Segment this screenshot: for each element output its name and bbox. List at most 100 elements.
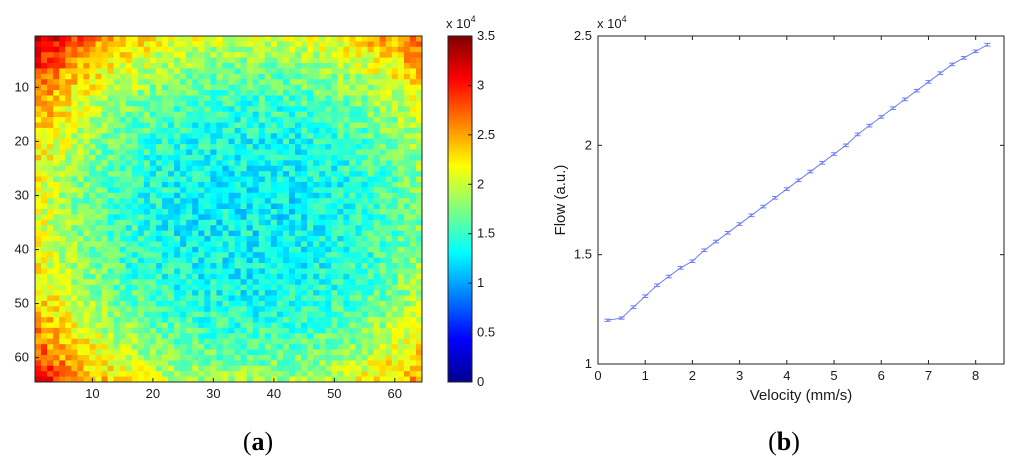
heatmap-cell: [313, 41, 320, 48]
heatmap-cell: [240, 311, 248, 318]
heatmap-cell: [313, 246, 320, 253]
heatmap-cell: [168, 106, 175, 113]
heatmap-cell: [71, 171, 78, 177]
heatmap-cell: [349, 327, 356, 334]
heatmap-cell: [53, 230, 60, 237]
heatmap-cell: [415, 311, 423, 318]
heatmap-cell: [403, 365, 411, 372]
heatmap-cell: [228, 268, 235, 275]
heatmap-cell: [391, 257, 399, 264]
heatmap-cell: [228, 57, 235, 64]
heatmap-cell: [71, 46, 78, 53]
heatmap-cell: [89, 106, 96, 113]
heatmap-cell: [35, 95, 42, 102]
heatmap-cell: [343, 203, 350, 210]
heatmap-cell: [186, 263, 193, 269]
heatmap-cell: [264, 90, 272, 96]
heatmap-cell: [319, 311, 326, 318]
heatmap-cell: [403, 90, 411, 96]
heatmap-cell: [95, 117, 102, 123]
heatmap-cell: [282, 327, 290, 334]
heatmap-cell: [186, 311, 193, 318]
heatmap-cell: [276, 73, 284, 80]
heatmap-cell: [234, 165, 241, 172]
heatmap-cell: [204, 138, 211, 145]
heatmap-cell: [319, 127, 326, 134]
heatmap-cell: [391, 111, 399, 118]
heatmap-cell: [41, 311, 48, 318]
heatmap-cell: [276, 225, 284, 232]
heatmap-cell: [89, 295, 96, 302]
heatmap-cell: [373, 95, 381, 102]
heatmap-cell: [210, 154, 217, 161]
heatmap-cell: [192, 284, 199, 291]
heatmap-cell: [222, 41, 229, 48]
heatmap-cell: [355, 133, 362, 140]
heatmap-cell: [95, 187, 102, 194]
heatmap-cell: [216, 181, 223, 188]
heatmap-cell: [101, 349, 108, 356]
heatmap-cell: [149, 133, 157, 140]
heatmap-cell: [409, 95, 417, 102]
heatmap-cell: [137, 263, 145, 269]
heatmap-cell: [276, 138, 284, 145]
heatmap-cell: [95, 311, 102, 318]
heatmap-cell: [301, 160, 308, 167]
heatmap-cell: [107, 73, 115, 80]
heatmap-cell: [89, 279, 96, 286]
heatmap-cell: [295, 322, 302, 329]
heatmap-cell: [35, 52, 42, 59]
heatmap-cell: [240, 52, 248, 59]
heatmap-cell: [216, 306, 223, 313]
heatmap-cell: [119, 209, 127, 215]
heatmap-cell: [149, 41, 157, 48]
heatmap-cell: [143, 36, 151, 42]
heatmap-cell: [77, 317, 84, 323]
heatmap-cell: [258, 225, 266, 232]
heatmap-cell: [361, 63, 368, 69]
heatmap-cell: [282, 127, 290, 134]
heatmap-cell: [228, 133, 235, 140]
heatmap-cell: [186, 371, 193, 377]
heatmap-cell: [361, 122, 368, 129]
heatmap-cell: [270, 241, 278, 248]
heatmap-cell: [113, 257, 121, 264]
heatmap-cell: [343, 187, 350, 194]
heatmap-cell: [113, 73, 121, 80]
heatmap-cell: [180, 95, 187, 102]
heatmap-cell: [385, 327, 393, 334]
heatmap-cell: [210, 84, 217, 91]
heatmap-cell: [41, 252, 48, 259]
heatmap-cell: [137, 306, 145, 313]
heatmap-cell: [113, 241, 121, 248]
heatmap-cell: [282, 322, 290, 329]
heatmap-cell: [295, 192, 302, 199]
heatmap-cell: [210, 133, 217, 140]
heatmap-cell: [149, 176, 157, 183]
heatmap-cell: [137, 106, 145, 113]
heatmap-cell: [192, 90, 199, 96]
heatmap-cell: [331, 317, 338, 323]
heatmap-cell: [325, 284, 332, 291]
heatmap-cell: [186, 360, 193, 367]
heatmap-cell: [385, 138, 393, 145]
heatmap-cell: [409, 311, 417, 318]
heatmap-cell: [337, 127, 344, 134]
heatmap-cell: [107, 246, 115, 253]
heatmap-cell: [149, 322, 157, 329]
heatmap-cell: [65, 236, 72, 242]
heatmap-cell: [174, 273, 181, 280]
heatmap-cell: [107, 100, 115, 107]
heatmap-cell: [337, 327, 344, 334]
heatmap-cell: [89, 365, 96, 372]
heatmap-cell: [131, 344, 139, 350]
heatmap-cell: [192, 349, 199, 356]
heatmap-cell: [240, 295, 248, 302]
heatmap-cell: [409, 209, 417, 215]
heatmap-cell: [143, 263, 151, 269]
heatmap-cell: [35, 149, 42, 156]
heatmap-cell: [41, 84, 48, 91]
heatmap-cell: [186, 192, 193, 199]
heatmap-cell: [107, 284, 115, 291]
heatmap-cell: [349, 68, 356, 75]
